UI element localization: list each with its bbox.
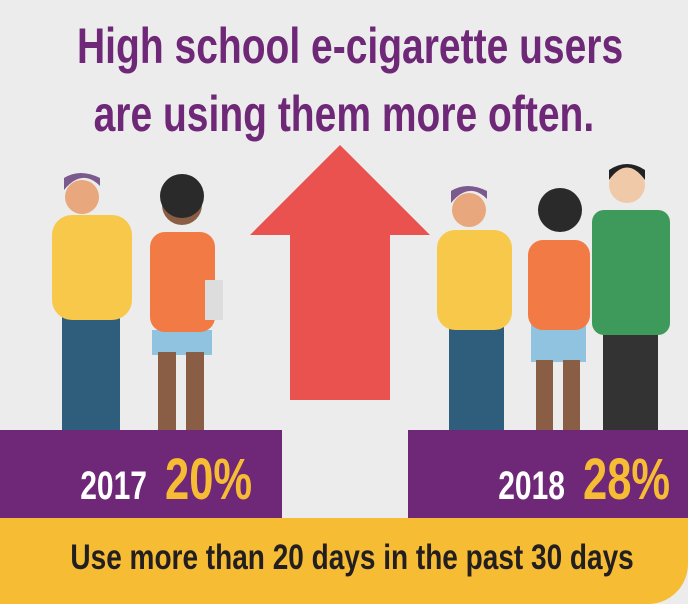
year-2018: 2018 — [498, 464, 565, 508]
stat-2017: 2017 20% — [58, 446, 281, 513]
up-arrow-icon — [250, 145, 430, 400]
footer-label: Use more than 20 days in the past 30 day… — [70, 538, 634, 577]
title-text-1: High school e-cigarette users — [77, 18, 624, 74]
stat-box-2017 — [0, 430, 282, 518]
title-line-2: are using them more often. — [0, 86, 688, 142]
footer-text: Use more than 20 days in the past 30 day… — [0, 538, 688, 578]
stat-2018: 2018 28% — [476, 446, 688, 513]
title-text-2: are using them more often. — [93, 86, 595, 142]
title-line-1: High school e-cigarette users — [0, 18, 688, 74]
students-2017 — [52, 173, 223, 435]
students-2018 — [437, 164, 670, 435]
year-2017: 2017 — [80, 464, 147, 508]
percent-2018: 28% — [582, 447, 671, 512]
percent-2017: 20% — [164, 447, 253, 512]
stat-box-2018 — [408, 430, 688, 518]
footer-band: Use more than 20 days in the past 30 day… — [0, 518, 688, 604]
